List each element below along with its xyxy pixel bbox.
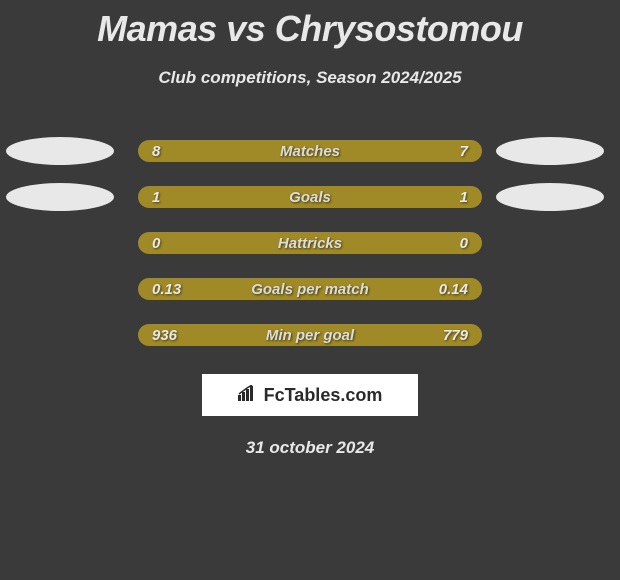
player-ellipse-right <box>496 137 604 165</box>
stat-value-right: 779 <box>443 327 468 344</box>
stat-value-left: 936 <box>152 327 177 344</box>
stat-label: Hattricks <box>278 235 342 252</box>
stats-container: 8 Matches 7 1 Goals 1 0 Hattricks 0 0.13 Goals per… <box>0 128 620 358</box>
stat-row: 0.13 Goals per match 0.14 <box>0 266 620 312</box>
player-ellipse-right <box>496 183 604 211</box>
stat-value-left: 0 <box>152 235 160 252</box>
stat-value-left: 8 <box>152 143 160 160</box>
stat-value-right: 1 <box>460 189 468 206</box>
stat-label: Min per goal <box>266 327 354 344</box>
stat-value-right: 0.14 <box>439 281 468 298</box>
stat-label: Matches <box>280 143 340 160</box>
stat-value-left: 0.13 <box>152 281 181 298</box>
stat-pill: 0 Hattricks 0 <box>138 232 482 254</box>
stat-value-right: 7 <box>460 143 468 160</box>
stat-value-left: 1 <box>152 189 160 206</box>
stat-row: 936 Min per goal 779 <box>0 312 620 358</box>
player-ellipse-left <box>6 137 114 165</box>
date-text: 31 october 2024 <box>0 438 620 458</box>
page-title: Mamas vs Chrysostomou <box>0 0 620 50</box>
stat-pill: 1 Goals 1 <box>138 186 482 208</box>
attribution-logo: FcTables.com <box>202 374 418 416</box>
stat-label: Goals per match <box>251 281 369 298</box>
stat-pill: 8 Matches 7 <box>138 140 482 162</box>
subtitle: Club competitions, Season 2024/2025 <box>0 68 620 88</box>
stat-label: Goals <box>289 189 331 206</box>
chart-icon <box>238 385 260 406</box>
player-ellipse-left <box>6 183 114 211</box>
stat-row: 1 Goals 1 <box>0 174 620 220</box>
stat-row: 8 Matches 7 <box>0 128 620 174</box>
stat-pill: 936 Min per goal 779 <box>138 324 482 346</box>
logo-text: FcTables.com <box>264 385 383 406</box>
stat-pill: 0.13 Goals per match 0.14 <box>138 278 482 300</box>
stat-value-right: 0 <box>460 235 468 252</box>
stat-row: 0 Hattricks 0 <box>0 220 620 266</box>
